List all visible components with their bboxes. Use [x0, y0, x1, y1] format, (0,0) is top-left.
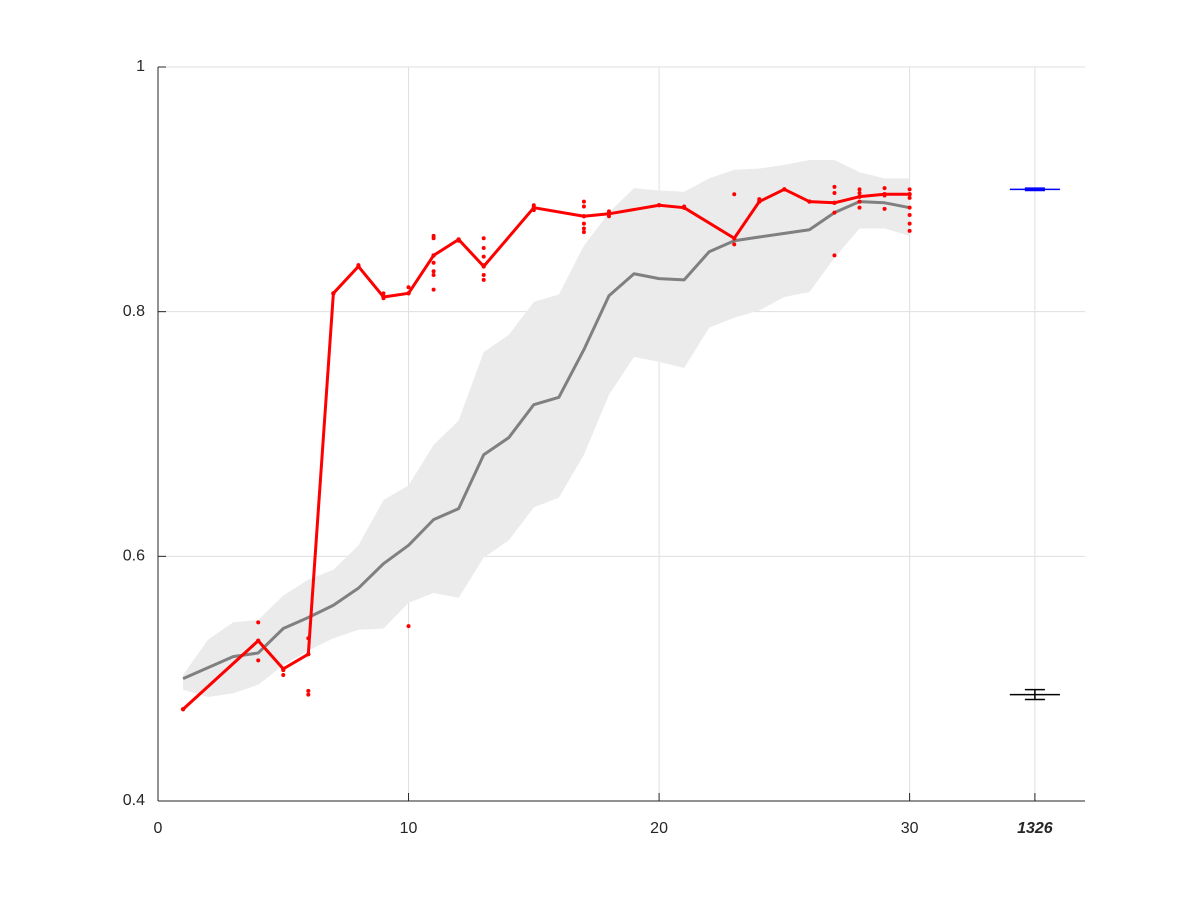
point	[581, 226, 586, 231]
line-vertex	[281, 666, 286, 672]
line-vertex	[782, 187, 787, 192]
point	[882, 186, 887, 191]
point	[306, 688, 311, 693]
line-vertex	[381, 294, 386, 300]
point	[832, 184, 837, 189]
line-vertex	[732, 236, 737, 241]
point	[907, 187, 912, 192]
point	[481, 246, 486, 251]
point	[581, 230, 586, 235]
point	[832, 253, 837, 258]
point	[281, 672, 286, 677]
x-tick-label: 0	[154, 820, 163, 837]
line-vertex	[581, 214, 587, 219]
line-vertex	[306, 652, 311, 657]
x-tick-label: 10	[400, 820, 418, 837]
y-tick-label: 0.8	[123, 303, 145, 320]
line-vertex	[681, 205, 687, 210]
line-vertex	[481, 264, 486, 269]
line-vertex	[531, 205, 537, 210]
point	[581, 221, 586, 226]
point	[481, 272, 486, 277]
error-bar	[1024, 187, 1045, 192]
point	[882, 206, 887, 211]
point	[907, 195, 912, 200]
line-vertex	[832, 200, 837, 205]
line-vertex	[606, 211, 612, 216]
point	[431, 272, 436, 277]
point	[306, 692, 311, 697]
point	[832, 191, 837, 196]
point	[431, 269, 436, 274]
point	[857, 191, 862, 196]
point	[431, 260, 436, 265]
y-tick-label: 0.6	[123, 548, 145, 565]
band	[183, 159, 910, 698]
point	[732, 242, 737, 247]
line-vertex	[882, 192, 887, 197]
line-vertex	[656, 203, 662, 208]
point	[857, 205, 862, 210]
point	[857, 199, 862, 204]
point	[431, 287, 436, 292]
point	[907, 221, 912, 226]
point	[406, 285, 411, 290]
line	[182, 187, 910, 711]
point	[732, 192, 737, 197]
point	[481, 277, 486, 282]
point	[481, 254, 486, 259]
x-tick-label: 20	[650, 820, 668, 837]
point	[406, 624, 411, 629]
point	[907, 205, 912, 210]
x-tick-label: 30	[901, 820, 919, 837]
point	[256, 620, 261, 625]
line-vertex	[256, 638, 261, 643]
line-vertex	[180, 707, 186, 712]
line-vertex	[431, 253, 436, 258]
point	[907, 228, 912, 233]
error-bar	[1024, 688, 1045, 701]
point	[381, 291, 386, 296]
line-vertex	[857, 194, 862, 199]
point	[431, 236, 436, 241]
line	[182, 200, 910, 681]
point	[256, 658, 261, 663]
point	[581, 199, 586, 204]
line-vertex	[406, 291, 411, 296]
line-vertex	[757, 199, 762, 204]
y-tick-label: 1	[136, 58, 145, 75]
line-vertex	[807, 199, 812, 204]
line-vertex	[907, 192, 912, 197]
line-vertex	[456, 237, 461, 242]
point	[581, 204, 586, 209]
y-tick-label: 0.4	[123, 792, 145, 809]
point	[306, 636, 311, 641]
point	[907, 213, 912, 218]
line-vertex	[331, 291, 336, 296]
point	[857, 187, 862, 192]
point	[481, 236, 486, 241]
point	[832, 210, 837, 215]
x-tick-label: 1326	[1017, 820, 1053, 837]
line-vertex	[356, 264, 361, 269]
